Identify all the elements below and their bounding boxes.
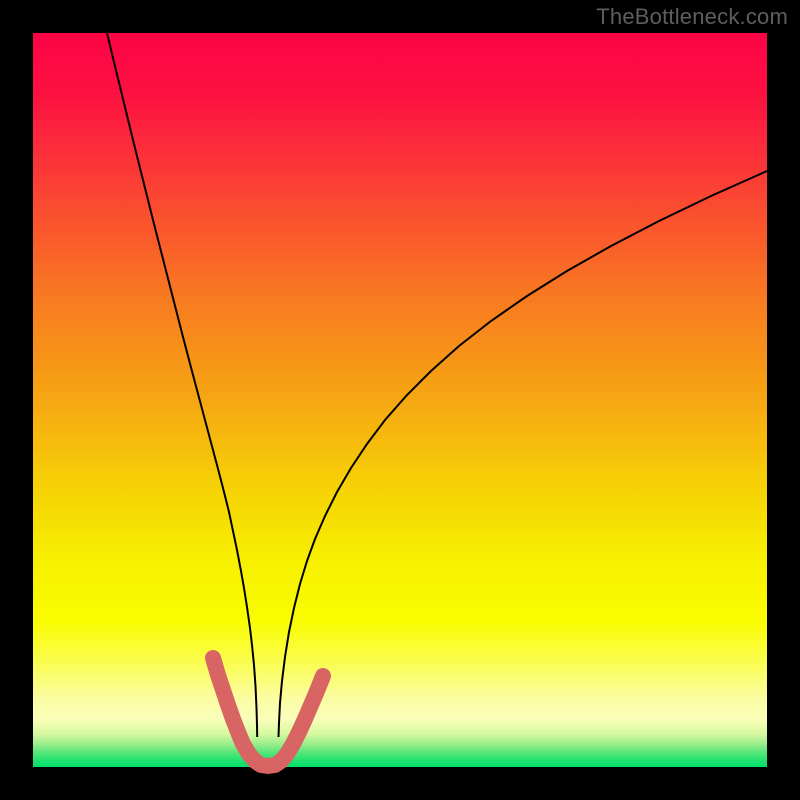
bottleneck-chart xyxy=(0,0,800,800)
chart-container: TheBottleneck.com xyxy=(0,0,800,800)
plot-background xyxy=(33,33,767,767)
watermark-text: TheBottleneck.com xyxy=(596,4,788,30)
